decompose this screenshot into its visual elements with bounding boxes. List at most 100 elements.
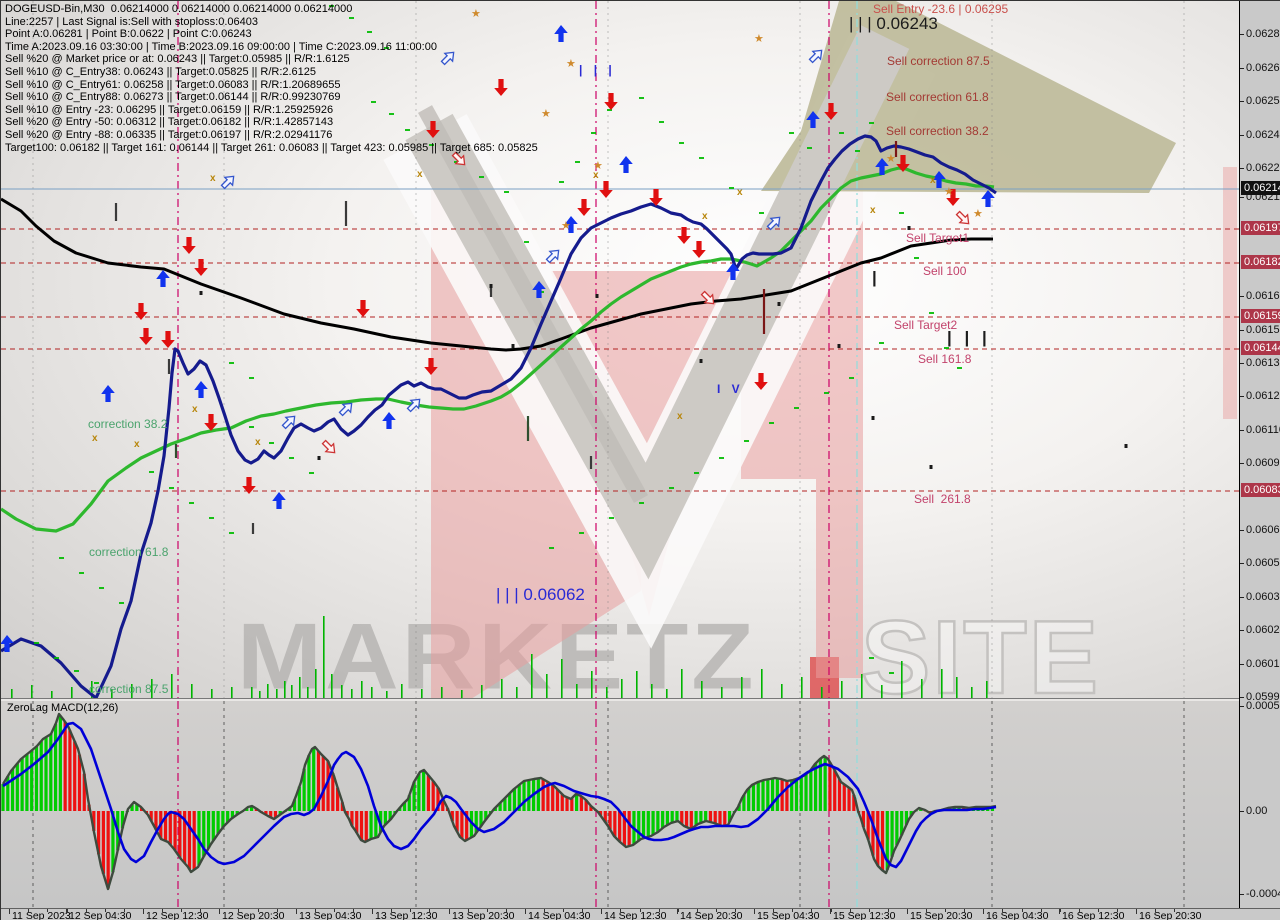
green-dash-marker	[719, 457, 724, 459]
hollow-up-arrow-icon[interactable]	[807, 46, 825, 64]
hollow-up-arrow-icon[interactable]	[405, 395, 423, 413]
sell-arrow-icon[interactable]	[677, 227, 691, 244]
volume-bar	[331, 674, 333, 699]
macd-histogram-bar	[570, 798, 574, 811]
green-dash-marker	[289, 457, 294, 459]
buy-arrow-icon[interactable]	[382, 412, 396, 429]
macd-histogram-bar	[747, 788, 751, 811]
macd-histogram-bar	[202, 811, 206, 857]
sell-arrow-icon[interactable]	[182, 237, 196, 254]
volume-bar	[741, 677, 743, 699]
black-ma-line[interactable]	[1, 197, 993, 352]
buy-arrow-icon[interactable]	[806, 111, 820, 128]
hollow-down-arrow-icon[interactable]	[320, 438, 338, 456]
hollow-up-arrow-icon[interactable]	[219, 172, 237, 190]
macd-histogram-bar	[656, 811, 660, 833]
macd-histogram-bar	[39, 741, 43, 811]
buy-arrow-icon[interactable]	[101, 385, 115, 402]
hollow-up-arrow-icon[interactable]	[280, 412, 298, 430]
panel-divider[interactable]	[1, 698, 1280, 699]
sell-arrow-icon[interactable]	[194, 259, 208, 276]
green-dash-marker	[794, 407, 799, 409]
macd-canvas[interactable]	[1, 701, 1239, 908]
buy-arrow-icon[interactable]	[194, 381, 208, 398]
sell-arrow-icon[interactable]	[242, 477, 256, 494]
buy-arrow-icon[interactable]	[564, 216, 578, 233]
macd-histogram-bar	[20, 758, 24, 811]
hollow-down-arrow-icon[interactable]	[954, 209, 972, 227]
buy-arrow-icon[interactable]	[726, 263, 740, 280]
macd-histogram-bar	[53, 723, 58, 811]
macd-panel[interactable]	[1, 701, 1239, 908]
dot-marker	[317, 456, 321, 460]
sell-arrow-icon[interactable]	[139, 328, 153, 345]
sell-arrow-icon[interactable]	[356, 300, 370, 317]
macd-histogram-bar	[694, 811, 698, 826]
volume-bar	[11, 689, 13, 699]
date-axis[interactable]: 11 Sep 2023 12 Sep 04:30 12 Sep 12:30 12 Se…	[1, 909, 1280, 920]
hollow-up-arrow-icon[interactable]	[337, 399, 355, 417]
buy-arrow-icon[interactable]	[875, 158, 889, 175]
sell-arrow-icon[interactable]	[494, 79, 508, 96]
sell-arrow-icon[interactable]	[692, 241, 706, 258]
hollow-up-arrow-icon[interactable]	[544, 246, 562, 264]
date-tick-label: 12 Sep 20:30	[222, 910, 285, 920]
macd-histogram-bar	[718, 811, 722, 826]
macd-histogram-bar	[364, 811, 368, 842]
buy-arrow-icon[interactable]	[156, 270, 170, 287]
green-dash-marker	[591, 132, 596, 134]
hollow-down-arrow-icon[interactable]	[450, 150, 468, 168]
green-dash-marker	[659, 121, 664, 123]
sell-arrow-icon[interactable]	[424, 358, 438, 375]
sell-arrow-icon[interactable]	[577, 199, 591, 216]
sell-arrow-icon[interactable]	[599, 181, 613, 198]
star-marker: ★	[944, 186, 954, 198]
price-tick-label: 0.06039	[1246, 591, 1280, 603]
volume-bar	[921, 679, 923, 699]
sell-arrow-icon[interactable]	[946, 189, 960, 206]
volume-bar	[531, 654, 533, 699]
volume-bar	[651, 684, 653, 699]
date-tick-minor	[353, 909, 354, 912]
sell-arrow-icon[interactable]	[604, 93, 618, 110]
date-tick-minor	[945, 909, 947, 912]
buy-arrow-icon[interactable]	[932, 171, 946, 188]
buy-arrow-icon[interactable]	[1, 635, 14, 652]
macd-histogram-bar	[431, 781, 435, 811]
buy-arrow-icon[interactable]	[554, 25, 568, 42]
green-dash-marker	[789, 132, 794, 134]
sell-arrow-icon[interactable]	[896, 155, 910, 172]
sell-arrow-icon[interactable]	[824, 103, 838, 120]
date-tick-minor	[1002, 909, 1004, 912]
volume-bar	[501, 679, 503, 699]
dot-marker	[871, 416, 875, 420]
sell-arrow-icon[interactable]	[754, 373, 768, 390]
date-tick-label: 15 Sep 12:30	[833, 910, 896, 920]
sell-arrow-icon[interactable]	[204, 414, 218, 431]
green-dash-marker	[34, 642, 39, 644]
buy-arrow-icon[interactable]	[272, 492, 286, 509]
x-marker: x	[870, 205, 876, 216]
hollow-up-arrow-icon[interactable]	[439, 48, 457, 66]
green-ma-line[interactable]	[1, 166, 995, 533]
sell-arrow-icon[interactable]	[649, 189, 663, 206]
sell-arrow-icon[interactable]	[134, 303, 148, 320]
sell-arrow-icon[interactable]	[161, 331, 175, 348]
date-tick-minor	[410, 909, 412, 912]
buy-arrow-icon[interactable]	[981, 190, 995, 207]
green-dash-marker	[189, 502, 194, 504]
macd-histogram-bar	[355, 811, 359, 833]
macd-histogram-bar	[163, 811, 168, 841]
x-marker: x	[930, 175, 936, 186]
hollow-down-arrow-icon[interactable]	[699, 289, 717, 307]
navy-price-line[interactable]	[1, 134, 997, 699]
hollow-up-arrow-icon[interactable]	[765, 213, 783, 231]
sell-arrow-icon[interactable]	[426, 121, 440, 138]
buy-arrow-icon[interactable]	[619, 156, 633, 173]
date-tick-minor	[544, 909, 545, 912]
buy-arrow-icon[interactable]	[532, 281, 546, 298]
